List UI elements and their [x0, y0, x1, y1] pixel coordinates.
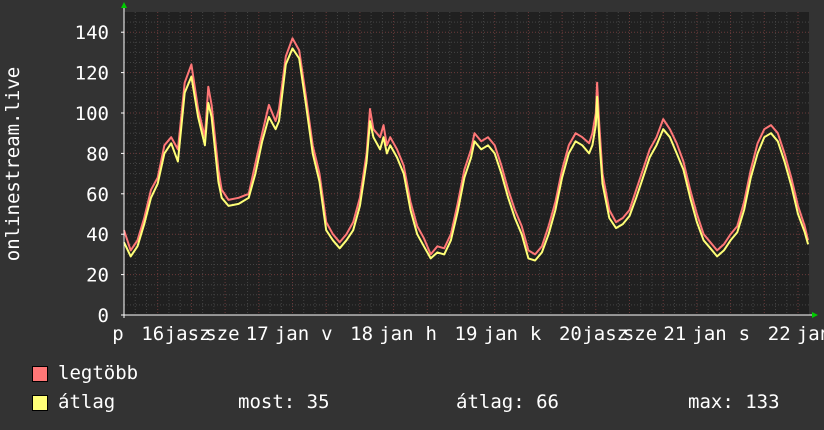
y-tick-label: 140 [75, 22, 109, 44]
y-axis-arrow [121, 2, 127, 8]
x-tick-label: 21 [663, 323, 686, 345]
x-tick-label: jasz [582, 323, 628, 345]
y-tick-label: 100 [75, 103, 109, 125]
x-tick-label: s [739, 323, 750, 345]
x-tick-label: p [112, 323, 123, 345]
stat-maximum: max: 133 [688, 391, 780, 413]
x-tick-label: k [530, 323, 542, 345]
x-tick-label: jasz [165, 323, 211, 345]
legend-label-avg: átlag [58, 391, 116, 413]
y-tick-label: 20 [86, 265, 109, 287]
series-line-avg [123, 47, 810, 262]
y-tick-label: 40 [86, 224, 109, 246]
y-tick-label: 60 [86, 184, 109, 206]
x-tick-label: sze [623, 323, 657, 345]
y-tick-label: 0 [98, 305, 109, 327]
x-tick-label: jan [275, 323, 309, 345]
x-tick-label: 17 [246, 323, 269, 345]
x-axis-arrow [812, 312, 818, 318]
x-tick-label: 22 [768, 323, 791, 345]
legend-swatch-max [32, 366, 48, 382]
legend-item-avg: átlag most: 35 átlag: 66 max: 133 [32, 391, 822, 413]
x-tick-label: 19 [455, 323, 478, 345]
legend-swatch-avg [32, 395, 48, 411]
series-line-max [123, 37, 810, 256]
y-tick-label: 80 [86, 143, 109, 165]
x-tick-label: 20 [559, 323, 582, 345]
legend-label-max: legtöbb [58, 362, 139, 384]
x-tick-label: jan [379, 323, 413, 345]
x-tick-label: jan [797, 323, 824, 345]
x-tick-label: v [321, 323, 332, 345]
stat-current: most: 35 [238, 391, 330, 413]
y-axis-title: onlinestream.live [2, 67, 24, 261]
x-tick-label: jan [692, 323, 726, 345]
x-tick-label: 16 [141, 323, 164, 345]
stat-average: átlag: 66 [456, 391, 559, 413]
x-tick-label: jan [484, 323, 518, 345]
axes [121, 2, 818, 318]
x-tick-label: 18 [350, 323, 373, 345]
y-tick-label: 120 [75, 63, 109, 85]
x-tick-label: h [425, 323, 436, 345]
series-lines [123, 37, 810, 262]
x-tick-label: sze [205, 323, 239, 345]
